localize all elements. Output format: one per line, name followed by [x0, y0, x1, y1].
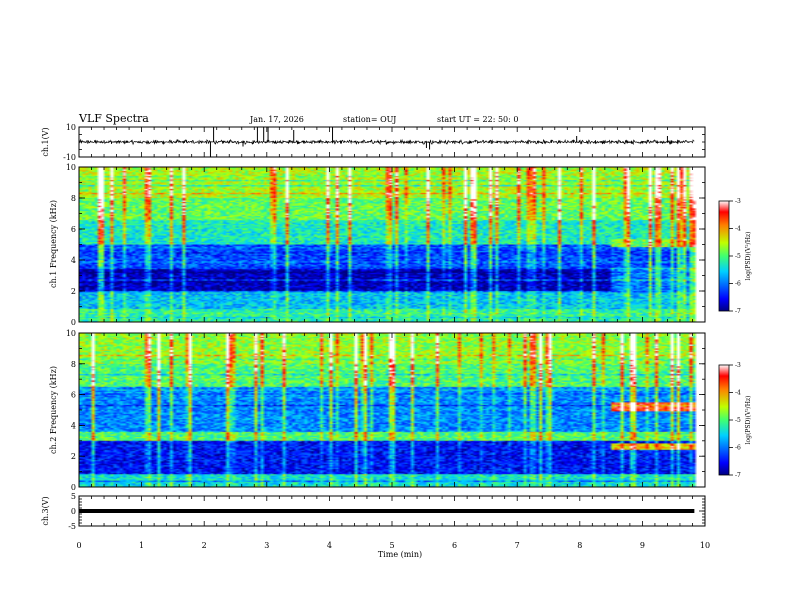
colorbar-tick-label: -6 — [735, 445, 741, 452]
colorbar-tick-label: -4 — [735, 390, 741, 397]
spectrogram-ch1-ylabel: ch.1 Frequency (kHz) — [49, 200, 58, 288]
spectrogram-ch1-image — [79, 167, 705, 322]
spectrogram-ch2-ylabel: ch.2 Frequency (kHz) — [49, 366, 58, 454]
y-tick-label: -5 — [68, 522, 76, 531]
y-tick-label: 10 — [66, 163, 76, 172]
x-tick-label: 10 — [700, 541, 710, 550]
y-tick-label: 2 — [71, 287, 76, 296]
y-tick-label: -10 — [63, 153, 76, 162]
station-label: station= OUJ — [343, 115, 396, 124]
waveform-ch3-panel: 5 0 -5 ch.3(V) — [41, 492, 706, 531]
x-tick-label: 9 — [640, 541, 645, 550]
start-time-label: start UT = 22: 50: 0 — [437, 115, 518, 124]
colorbar-tick-label: -3 — [735, 362, 741, 369]
spectrogram-ch1-panel: 0 2 4 6 8 10 ch.1 Frequency (kHz) — [49, 163, 706, 327]
y-tick-label: 2 — [71, 452, 76, 461]
colorbar-ch2-gradient — [719, 365, 729, 475]
y-tick-label: 0 — [71, 318, 76, 327]
y-tick-label: 5 — [71, 492, 76, 501]
spectrogram-ch2-image — [79, 333, 705, 487]
y-tick-label: 4 — [71, 421, 76, 430]
colorbar-ch2: -3 -4 -5 -6 -7 log(PSD)(V²/Hz) — [718, 362, 752, 479]
waveform-ch1-panel: 10 -10 ch.1(V) — [41, 123, 706, 162]
colorbar-tick-label: -3 — [735, 198, 741, 205]
x-tick-label: 7 — [515, 541, 520, 550]
colorbar-tick-label: -7 — [735, 308, 741, 315]
y-tick-label: 0 — [71, 483, 76, 492]
x-tick-label: 0 — [76, 541, 81, 550]
y-tick-label: 10 — [66, 123, 76, 132]
colorbar-ch1-gradient — [719, 201, 729, 311]
x-tick-label: 2 — [202, 541, 207, 550]
spectrogram-ch2-panel: 0 2 4 6 8 10 ch.2 Frequency (kHz) — [49, 329, 706, 492]
y-tick-label: 10 — [66, 329, 76, 338]
y-tick-label: 8 — [71, 194, 76, 203]
x-tick-label: 3 — [264, 541, 269, 550]
x-axis-label: Time (min) — [378, 550, 422, 559]
x-tick-label: 5 — [389, 541, 394, 550]
colorbar-tick-label: -5 — [735, 417, 741, 424]
waveform-ch1-trace — [78, 138, 695, 146]
y-tick-label: 6 — [71, 391, 76, 400]
colorbar-ch1: -3 -4 -5 -6 -7 log(PSD)(V²/Hz) — [718, 198, 752, 315]
colorbar-tick-label: -5 — [735, 253, 741, 260]
y-tick-label: 8 — [71, 360, 76, 369]
colorbar-tick-label: -7 — [735, 472, 741, 479]
y-tick-label: 0 — [71, 507, 76, 516]
waveform-ch3-ylabel: ch.3(V) — [41, 496, 50, 525]
x-tick-label: 4 — [327, 541, 332, 550]
colorbar-ch2-label: log(PSD)(V²/Hz) — [745, 396, 752, 445]
colorbar-tick-label: -6 — [735, 281, 741, 288]
date-label: Jan. 17, 2026 — [249, 115, 304, 124]
x-tick-label: 8 — [577, 541, 582, 550]
colorbar-ch1-label: log(PSD)(V²/Hz) — [745, 232, 752, 281]
x-tick-label: 6 — [452, 541, 457, 550]
figure-title: VLF Spectra — [78, 112, 149, 125]
colorbar-tick-label: -4 — [735, 226, 741, 233]
waveform-ch1-ylabel: ch.1(V) — [41, 127, 50, 156]
y-tick-label: 4 — [71, 256, 76, 265]
x-tick-label: 1 — [139, 541, 144, 550]
y-tick-label: 6 — [71, 225, 76, 234]
